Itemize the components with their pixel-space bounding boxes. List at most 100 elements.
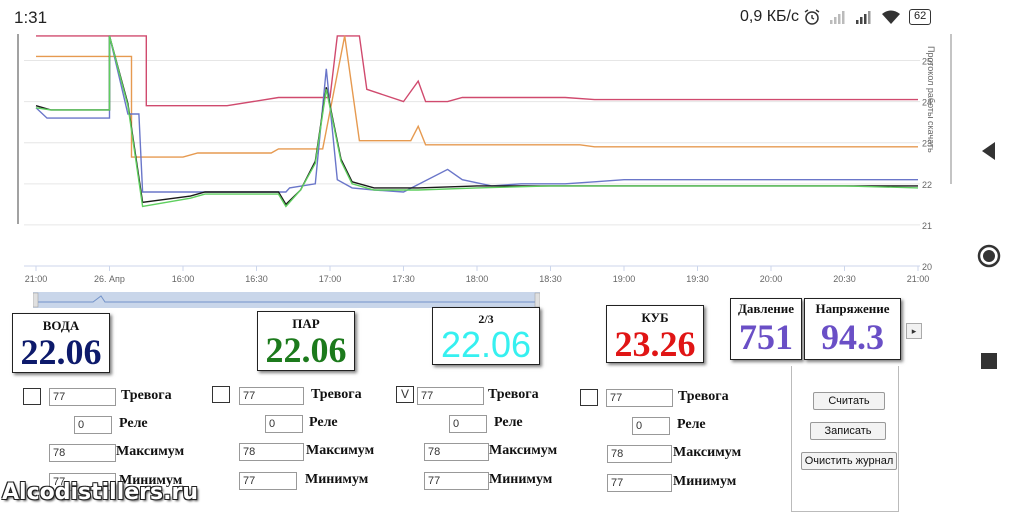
sensor-label: 2/3 (478, 312, 494, 326)
y-tick-label: 23 (922, 139, 932, 149)
clear-log-button[interactable]: Очистить журнал (801, 452, 897, 470)
sensor-pressure: Давление 751 (730, 298, 802, 360)
relay-input[interactable]: 0 (265, 415, 303, 433)
min-input[interactable]: 77 (239, 472, 297, 490)
relay-input[interactable]: 0 (74, 416, 112, 434)
sensor-two-thirds: 2/3 22.06 (432, 307, 540, 365)
sensor-value: 94.3 (821, 317, 884, 357)
max-label: Максимум (116, 444, 185, 459)
alarm-checkbox[interactable] (23, 388, 41, 405)
x-tick-label: 18:30 (539, 274, 562, 284)
x-tick-label: 20:00 (760, 274, 783, 284)
min-input[interactable]: 77 (424, 472, 489, 490)
relay-label: Реле (119, 416, 148, 431)
sensor-label: ВОДА (42, 318, 80, 333)
sensor-cube: КУБ 23.26 (606, 305, 704, 363)
alarm-label: Тревога (678, 389, 729, 404)
relay-label: Реле (677, 417, 706, 432)
max-input[interactable]: 78 (607, 445, 672, 463)
x-tick-label: 20:30 (833, 274, 856, 284)
sensor-voltage: Напряжение 94.3 (804, 298, 901, 360)
home-icon[interactable] (976, 243, 1002, 269)
network-speed: 0,9 КБ/с (740, 8, 799, 25)
min-label: Минимум (489, 472, 553, 487)
min-label: Минимум (305, 472, 369, 487)
alarm-checkbox[interactable] (580, 389, 598, 406)
relay-label: Реле (494, 415, 523, 430)
series-line-0 (36, 35, 918, 107)
sensor-value: 22.06 (265, 330, 347, 370)
alarm-label: Тревога (488, 387, 539, 402)
status-bar: 1:31 0,9 КБ/с 62 (0, 0, 956, 34)
sensor-label: КУБ (641, 310, 669, 325)
x-tick-label: 21:00 (25, 274, 48, 284)
alarm-checkbox[interactable] (212, 386, 230, 403)
chart-plot: 25 24 23 22 21 20 21:00 26. Апр 16:00 16:30 17:00 1… (17, 34, 952, 284)
max-label: Максимум (306, 443, 375, 458)
max-label: Максимум (673, 445, 742, 460)
relay-input[interactable]: 0 (632, 417, 670, 435)
recent-apps-icon[interactable] (976, 348, 1002, 374)
sensor-label: Напряжение (815, 301, 890, 316)
x-tick-label: 16:00 (172, 274, 195, 284)
x-tick-label: 18:00 (466, 274, 489, 284)
signal-icon-2 (856, 11, 871, 24)
max-label: Максимум (489, 443, 558, 458)
y-tick-label: 25 (922, 57, 932, 67)
x-tick-label: 16:30 (245, 274, 268, 284)
write-button[interactable]: Записать (810, 422, 886, 440)
x-tick-label: 17:00 (319, 274, 342, 284)
sensor-water: ВОДА 22.06 (12, 313, 110, 373)
min-input[interactable]: 77 (607, 474, 672, 492)
series-line-1 (36, 35, 918, 158)
min-input[interactable]: 77 (49, 473, 116, 491)
sensor-value: 23.26 (614, 324, 696, 364)
chart-scroll-right-button[interactable]: ▸ (906, 323, 922, 339)
read-button[interactable]: Считать (813, 392, 885, 410)
status-time: 1:31 (14, 8, 48, 27)
sensor-value: 22.06 (440, 324, 532, 365)
alarm-clock-icon (804, 9, 820, 25)
series-line-2 (35, 35, 918, 193)
y-tick-label: 20 (922, 262, 932, 272)
alarm-input[interactable]: 77 (239, 387, 304, 405)
y-tick-label: 21 (922, 221, 932, 231)
watermark-logo: Alcodistillers.ru (2, 480, 198, 505)
x-tick-label: 19:30 (686, 274, 709, 284)
alarm-label: Тревога (311, 387, 362, 402)
series-line-4 (35, 35, 919, 208)
min-label: Минимум (673, 474, 737, 489)
battery-icon: 62 (909, 9, 932, 25)
sensor-label: ПАР (292, 316, 320, 331)
back-icon[interactable] (976, 138, 1002, 164)
max-input[interactable]: 78 (239, 443, 304, 461)
alarm-label: Тревога (121, 388, 172, 403)
y-tick-label: 24 (922, 98, 932, 108)
x-tick-label: 17:30 (392, 274, 415, 284)
y-tick-label: 22 (922, 180, 932, 190)
temperature-chart: 25 24 23 22 21 20 21:00 26. Апр 16:00 16:30 17:00 1… (10, 34, 952, 294)
command-panel: Считать Записать Очистить журнал (791, 366, 899, 512)
relay-input[interactable]: 0 (449, 415, 487, 433)
sensor-label: Давление (737, 301, 795, 316)
sensor-steam: ПАР 22.06 (257, 311, 355, 371)
alarm-input[interactable]: 77 (417, 387, 484, 405)
alarm-checkbox[interactable]: V (396, 386, 414, 403)
navigation-bar (956, 0, 1024, 512)
max-input[interactable]: 78 (424, 443, 489, 461)
chart-navigator[interactable] (32, 292, 541, 308)
alarm-input[interactable]: 77 (606, 389, 673, 407)
signal-icon (830, 11, 845, 24)
min-label: Минимум (119, 473, 183, 488)
x-tick-label: 19:00 (613, 274, 636, 284)
wifi-icon (882, 10, 900, 24)
relay-label: Реле (309, 415, 338, 430)
max-input[interactable]: 78 (49, 444, 116, 462)
x-tick-label: 21:00 (907, 274, 930, 284)
alarm-input[interactable]: 77 (49, 388, 116, 406)
chart-side-label: Протокол работы скачать (926, 46, 936, 153)
navigator-series (32, 292, 541, 308)
sensor-value: 751 (739, 317, 793, 357)
x-tick-label: 26. Апр (94, 274, 125, 284)
status-icons: 62 (803, 8, 932, 26)
